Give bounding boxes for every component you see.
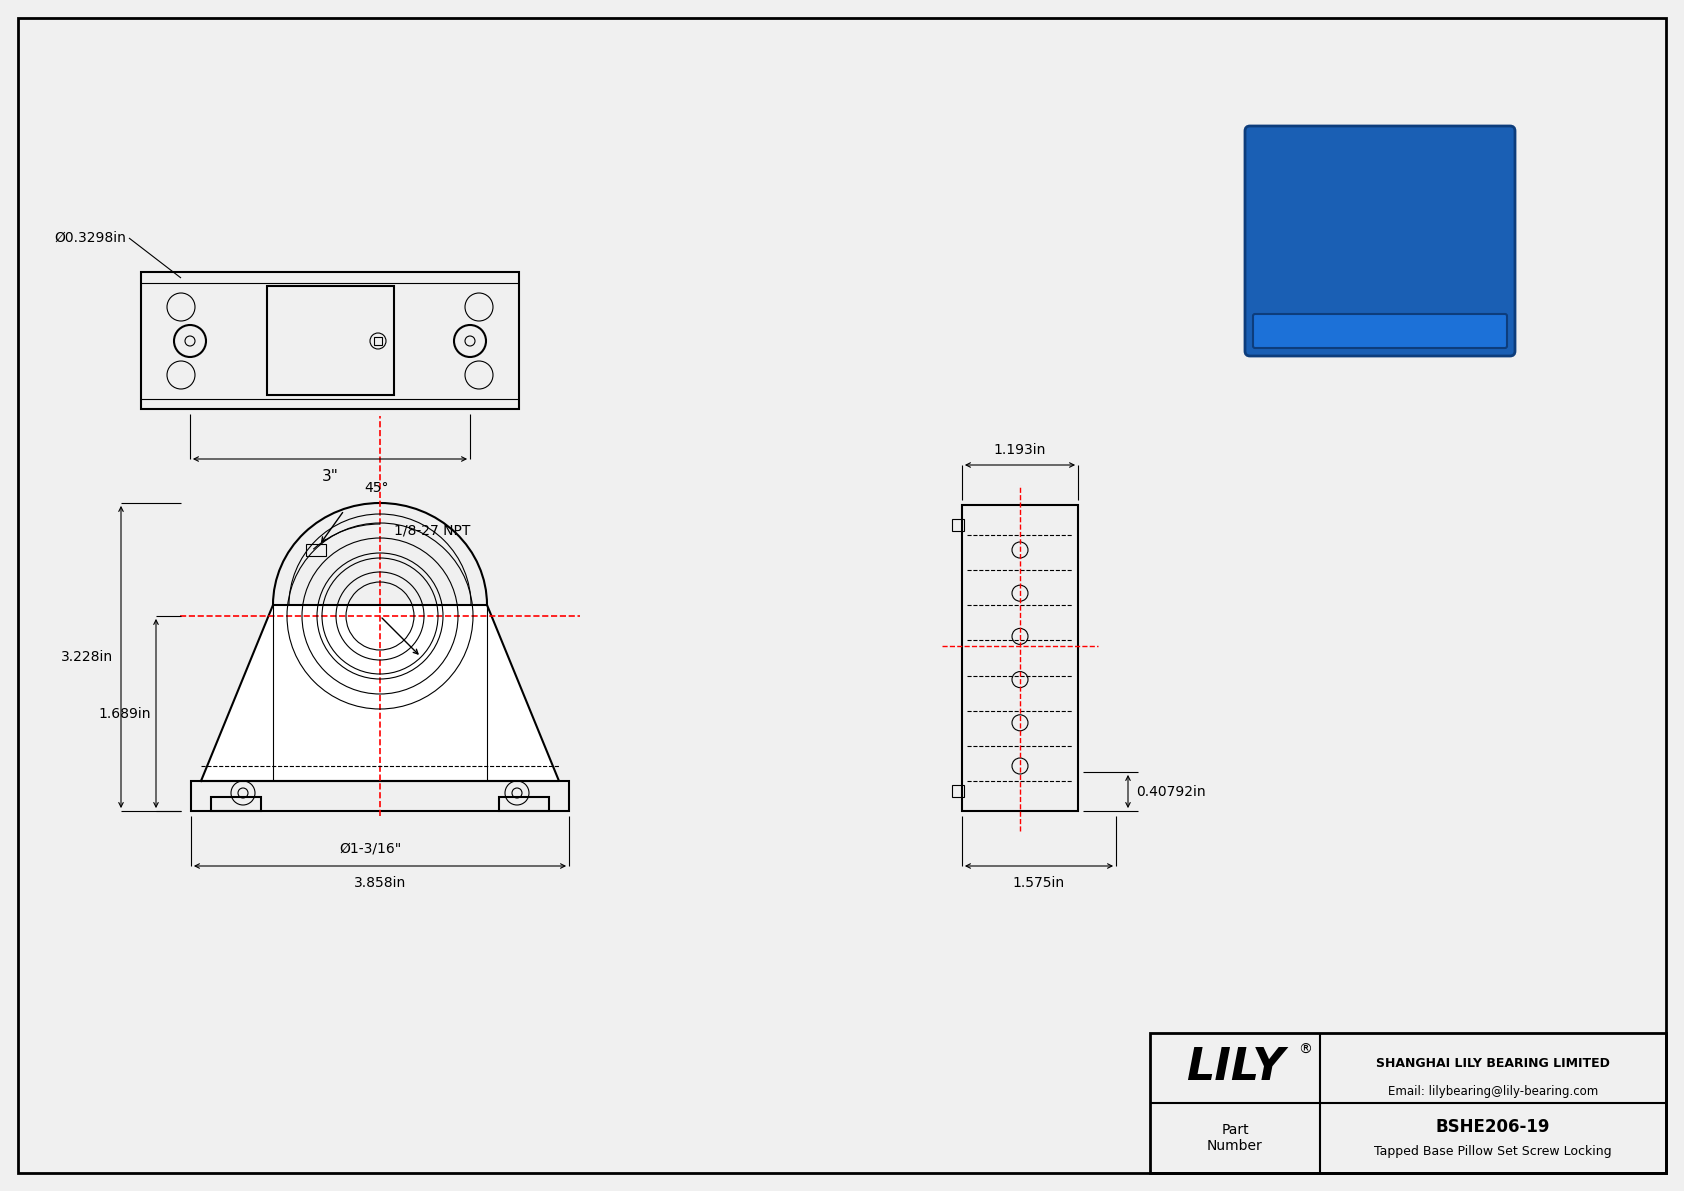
Text: BSHE206-19: BSHE206-19 [1436,1118,1551,1136]
Text: 3": 3" [322,469,338,484]
Bar [190,781,569,811]
Bar [498,797,549,811]
Text: 3.858in: 3.858in [354,877,406,890]
Circle shape [1340,186,1399,247]
Bar [141,272,519,409]
Text: SHANGHAI LILY BEARING LIMITED: SHANGHAI LILY BEARING LIMITED [1376,1058,1610,1071]
Bar [210,797,261,811]
Text: LILY: LILY [1186,1047,1285,1090]
FancyBboxPatch shape [1244,126,1516,356]
Circle shape [1352,198,1388,233]
Circle shape [1426,163,1443,179]
Bar [268,286,394,395]
Bar [1150,1033,1665,1173]
Bar [306,544,327,556]
Text: 1.689in: 1.689in [98,706,152,721]
Text: Ø1-3/16": Ø1-3/16" [338,841,401,855]
Bar [374,337,382,345]
FancyBboxPatch shape [1253,314,1507,348]
Text: 1.193in: 1.193in [994,443,1046,457]
Text: Email: lilybearing@lily-bearing.com: Email: lilybearing@lily-bearing.com [1388,1085,1598,1098]
Text: 1.575in: 1.575in [1014,877,1064,890]
Polygon shape [200,605,559,781]
Circle shape [1330,176,1410,256]
Text: 3.228in: 3.228in [61,650,113,665]
Text: 0.40792in: 0.40792in [1137,785,1206,798]
Text: 1/8-27 NPT: 1/8-27 NPT [394,523,470,537]
Text: Tapped Base Pillow Set Screw Locking: Tapped Base Pillow Set Screw Locking [1374,1146,1612,1159]
Text: Part
Number: Part Number [1207,1123,1263,1153]
Bar [951,785,963,797]
Bar [951,519,963,531]
Text: ®: ® [1298,1043,1312,1056]
Bar [962,505,1078,811]
Text: Ø0.3298in: Ø0.3298in [54,231,126,245]
Text: 45°: 45° [364,481,389,495]
